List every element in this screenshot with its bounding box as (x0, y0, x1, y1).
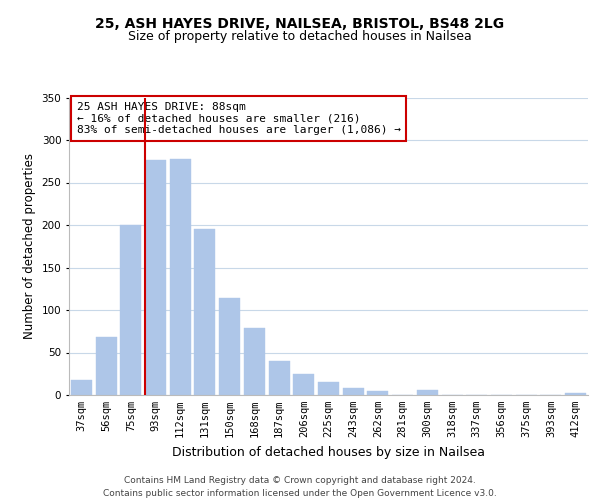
Bar (293, 374, 314, 395)
Bar (95, 337, 116, 395)
Bar (194, 229, 215, 395)
Bar (145, 160, 166, 395)
Text: Size of property relative to detached houses in Nailsea: Size of property relative to detached ho… (128, 30, 472, 43)
Bar (417, 390, 438, 395)
Text: Contains HM Land Registry data © Crown copyright and database right 2024.
Contai: Contains HM Land Registry data © Crown c… (103, 476, 497, 498)
Bar (170, 158, 191, 395)
X-axis label: Distribution of detached houses by size in Nailsea: Distribution of detached houses by size … (172, 446, 485, 458)
Bar (367, 391, 388, 395)
Bar (565, 394, 586, 395)
Text: 25 ASH HAYES DRIVE: 88sqm
← 16% of detached houses are smaller (216)
83% of semi: 25 ASH HAYES DRIVE: 88sqm ← 16% of detac… (77, 102, 401, 135)
Bar (318, 382, 339, 395)
Bar (269, 361, 290, 395)
Y-axis label: Number of detached properties: Number of detached properties (23, 153, 36, 340)
Bar (244, 328, 265, 395)
Bar (120, 225, 141, 395)
Text: 25, ASH HAYES DRIVE, NAILSEA, BRISTOL, BS48 2LG: 25, ASH HAYES DRIVE, NAILSEA, BRISTOL, B… (95, 18, 505, 32)
Bar (71, 380, 92, 395)
Bar (219, 298, 240, 395)
Bar (343, 388, 364, 395)
